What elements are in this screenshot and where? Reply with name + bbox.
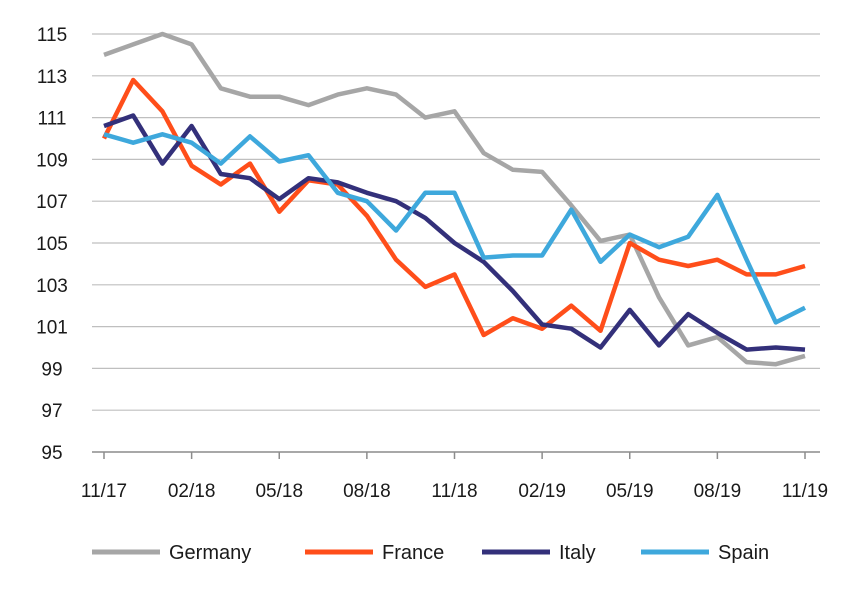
x-tick-label: 02/19 <box>518 481 566 502</box>
grid <box>92 33 820 411</box>
x-tick-label: 11/17 <box>81 481 127 502</box>
x-tick-label: 05/19 <box>606 481 654 502</box>
legend: Germany France Italy Spain <box>92 542 769 564</box>
y-tick-label: 109 <box>36 150 68 171</box>
legend-label: Spain <box>718 542 769 564</box>
y-tick-label: 99 <box>41 359 62 380</box>
y-tick-label: 115 <box>37 25 67 46</box>
series-line-germany <box>103 31 806 367</box>
series-line-france <box>101 77 806 338</box>
series-line-spain <box>103 132 807 325</box>
y-tick-label: 101 <box>36 318 68 339</box>
series-line-italy <box>103 113 806 352</box>
x-tick-label: 05/18 <box>255 481 303 502</box>
x-tick-label: 11/19 <box>782 481 828 502</box>
legend-label: France <box>382 542 444 564</box>
x-tick-label: 08/18 <box>343 481 391 502</box>
y-tick-label: 95 <box>41 443 62 464</box>
legend-label: Germany <box>169 542 251 564</box>
y-tick-label: 111 <box>38 109 67 130</box>
x-axis <box>92 451 820 459</box>
y-tick-label: 113 <box>37 67 67 88</box>
y-tick-label: 97 <box>41 401 62 422</box>
legend-label: Italy <box>559 542 596 564</box>
y-tick-label: 105 <box>36 234 68 255</box>
x-tick-label: 02/18 <box>168 481 216 502</box>
x-tick-label: 08/19 <box>694 481 742 502</box>
y-axis-labels: 115 113 111 109 107 105 103 101 99 97 95 <box>36 25 68 464</box>
y-tick-label: 107 <box>36 192 68 213</box>
x-tick-label: 11/18 <box>431 481 477 502</box>
x-axis-labels: 11/17 02/18 05/18 08/18 11/18 02/19 05/19 08/19… <box>81 481 828 502</box>
y-tick-label: 103 <box>36 276 68 297</box>
series-lines <box>101 31 807 367</box>
